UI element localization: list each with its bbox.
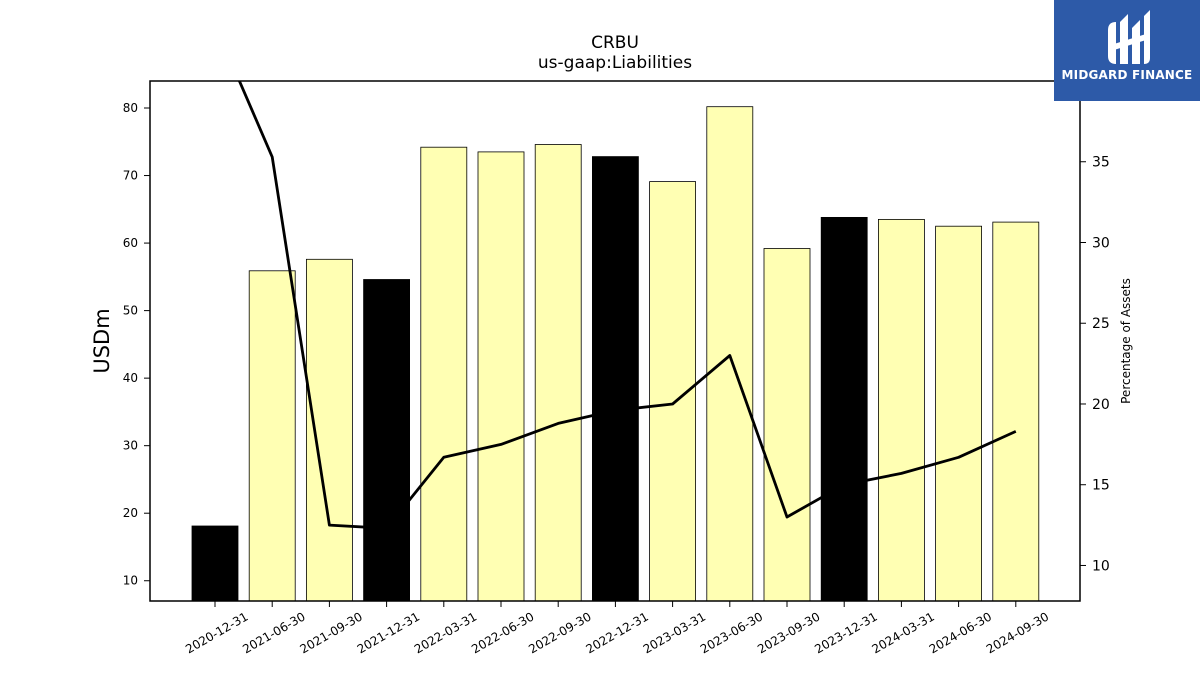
y2-tick-label: 10 — [1092, 558, 1110, 574]
y2-tick-label: 30 — [1092, 235, 1110, 251]
y-tick-label: 60 — [123, 236, 138, 250]
brand-logo: MIDGARD FINANCE — [1054, 0, 1200, 101]
y2-tick-label: 35 — [1092, 155, 1110, 171]
y2-axis-label: Percentage of Assets — [1119, 278, 1133, 404]
line-group — [237, 81, 1017, 530]
y2-axis: 10 15 20 25 30 35 — [1080, 155, 1110, 574]
y-tick-label: 70 — [123, 169, 138, 183]
x-tick-label: 2021-12-31 — [355, 609, 422, 656]
y-tick-label: 20 — [123, 506, 138, 520]
y-tick-label: 40 — [123, 371, 138, 385]
bar-2024-06-30 — [935, 225, 982, 602]
x-tick-label: 2023-12-31 — [812, 609, 879, 656]
bar-2020-12-31 — [191, 525, 239, 602]
x-axis: 2020-12-312021-06-302021-09-302021-12-31… — [183, 601, 1051, 656]
bar-2022-06-30 — [477, 151, 525, 602]
y2-tick-label: 20 — [1092, 397, 1110, 413]
x-tick-label: 2022-09-30 — [526, 609, 593, 656]
y-tick-label: 10 — [123, 574, 138, 588]
bars-group — [191, 106, 1040, 602]
bar-2022-12-31 — [592, 156, 639, 602]
bar-2024-03-31 — [878, 218, 925, 602]
x-tick-label: 2024-09-30 — [984, 609, 1051, 656]
y-axis: 10 20 30 40 50 60 70 80 — [123, 101, 150, 588]
x-tick-label: 2024-03-31 — [869, 609, 936, 656]
x-tick-label: 2023-03-31 — [641, 609, 708, 656]
bar-2024-09-30 — [992, 221, 1040, 602]
bar-2023-09-30 — [763, 248, 811, 602]
x-tick-label: 2024-06-30 — [927, 609, 994, 656]
y-axis-label: USDm — [90, 308, 114, 373]
y-tick-label: 80 — [123, 101, 138, 115]
x-tick-label: 2022-12-31 — [583, 609, 650, 656]
y-tick-label: 30 — [123, 439, 138, 453]
x-tick-label: 2022-06-30 — [469, 609, 536, 656]
x-tick-label: 2023-09-30 — [755, 609, 822, 656]
bar-2023-12-31 — [820, 216, 868, 602]
chart-title: CRBU — [591, 33, 639, 53]
percentage-line — [237, 81, 1017, 530]
chart-subtitle: us-gaap:Liabilities — [538, 53, 692, 73]
y2-tick-label: 15 — [1092, 478, 1110, 494]
x-tick-label: 2020-12-31 — [183, 609, 250, 656]
y2-tick-label: 25 — [1092, 316, 1110, 332]
bar-2021-12-31 — [363, 279, 411, 602]
x-tick-label: 2021-09-30 — [297, 609, 364, 656]
x-tick-label: 2022-03-31 — [412, 609, 479, 656]
x-tick-label: 2021-06-30 — [240, 609, 307, 656]
x-tick-label: 2023-06-30 — [698, 609, 765, 656]
logo-text: MIDGARD FINANCE — [1061, 68, 1193, 82]
bar-2022-03-31 — [420, 146, 468, 602]
logo-mark-icon — [1108, 10, 1150, 64]
y-tick-label: 50 — [123, 304, 138, 318]
bar-2022-09-30 — [534, 144, 582, 602]
bar-2021-06-30 — [248, 270, 296, 602]
bar-2023-06-30 — [706, 106, 754, 602]
